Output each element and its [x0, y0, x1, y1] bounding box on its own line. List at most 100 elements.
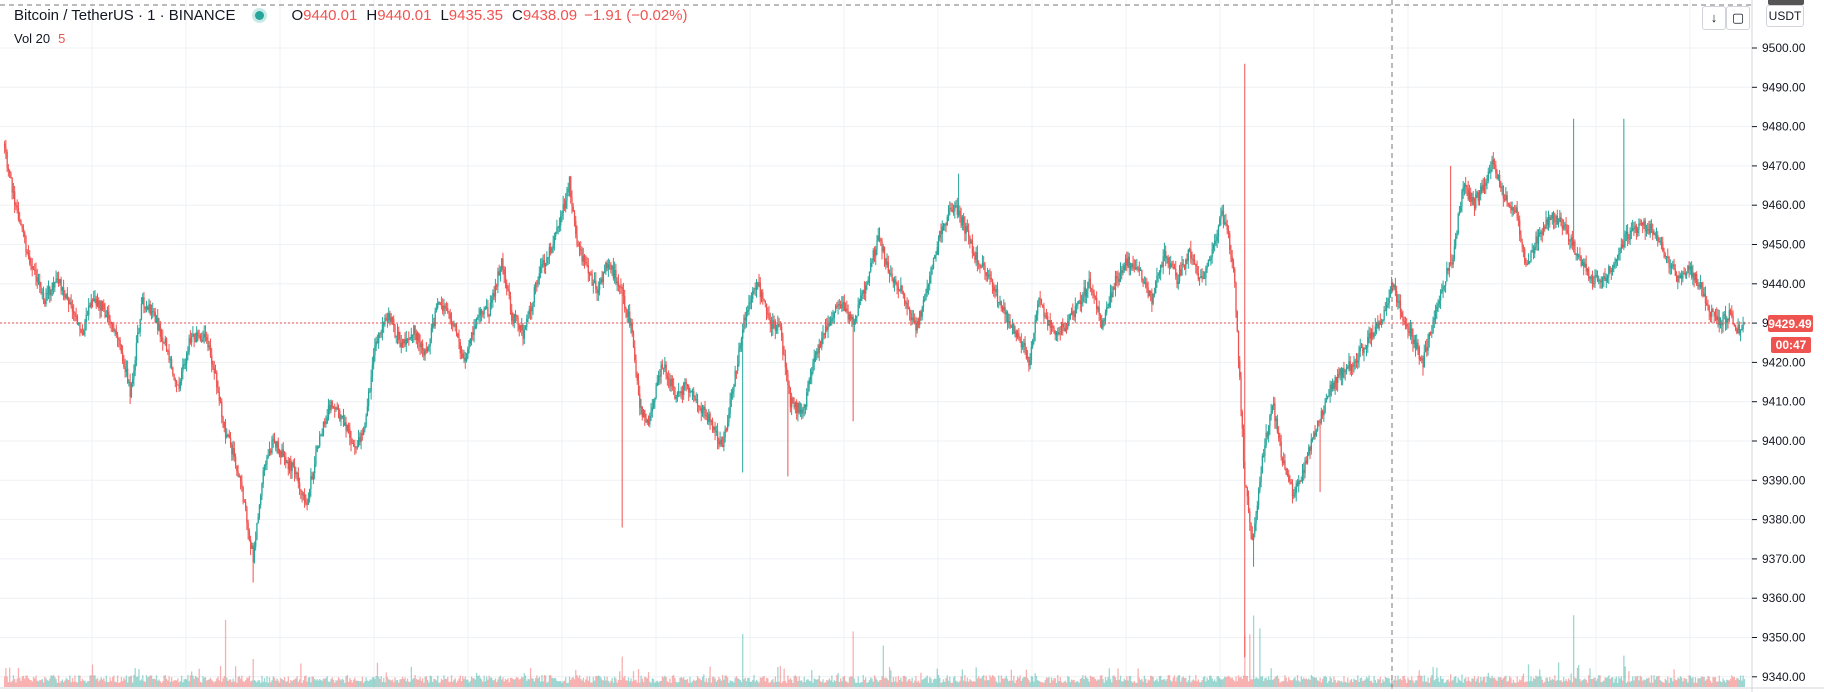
volume-bar	[1265, 677, 1267, 687]
candle-body	[1497, 174, 1500, 179]
volume-bar	[242, 680, 244, 687]
candle-body	[1546, 219, 1548, 225]
candle-body	[1632, 228, 1634, 231]
volume-bar	[645, 677, 647, 687]
candle-body	[690, 391, 692, 393]
candle-body	[1305, 460, 1307, 464]
volume-bar	[1732, 677, 1734, 687]
volume-bar	[715, 681, 718, 687]
volume-bar	[1714, 677, 1717, 687]
candle-body	[615, 270, 617, 284]
volume-bar	[403, 678, 405, 687]
volume-bar	[1498, 677, 1501, 687]
volume-bar	[1466, 681, 1468, 687]
candle-body	[610, 264, 612, 270]
candle-body	[784, 354, 787, 368]
candle-body	[649, 415, 651, 425]
volume-bar	[794, 675, 797, 687]
volume-bar	[400, 679, 402, 687]
volume-bar	[1338, 680, 1340, 687]
volume-bar	[173, 680, 175, 687]
candle-body	[404, 339, 406, 345]
volume-bar	[164, 675, 166, 687]
volume-bar	[1060, 681, 1063, 687]
volume-bar	[1308, 678, 1310, 687]
volume-bar	[370, 679, 372, 687]
volume-bar	[964, 675, 966, 687]
volume-bar	[1186, 682, 1188, 687]
candle-body	[945, 223, 947, 225]
price-axis-label: 9440.00	[1762, 277, 1806, 291]
volume-bar	[1226, 676, 1228, 687]
volume-bar	[1505, 675, 1507, 687]
candle-body	[1229, 233, 1231, 250]
candle-body	[339, 410, 341, 420]
download-arrow-icon[interactable]: ↓	[1702, 6, 1726, 30]
candle-body	[571, 197, 573, 207]
candle-body	[548, 247, 551, 258]
volume-legend[interactable]: Vol 20 5	[14, 31, 65, 46]
volume-bar	[423, 682, 425, 687]
candle-body	[420, 343, 423, 348]
candle-body	[1372, 332, 1374, 338]
candle-body	[1175, 268, 1177, 276]
candle-body	[1257, 491, 1260, 506]
volume-bar	[1733, 676, 1736, 687]
candle-body	[1421, 358, 1423, 360]
volume-bar	[1091, 676, 1093, 687]
candle-body	[177, 384, 179, 386]
candle-body	[346, 424, 348, 431]
candle-body	[674, 387, 676, 399]
candle-body	[335, 407, 337, 410]
candle-body	[189, 338, 192, 343]
candle-body	[223, 421, 225, 428]
candle-body	[35, 270, 37, 278]
candle-body	[1289, 481, 1291, 483]
currency-badge[interactable]: USDT	[1766, 5, 1804, 27]
candle-body	[1094, 296, 1097, 298]
volume-bar	[1638, 680, 1640, 687]
volume-bar	[994, 677, 996, 687]
candle-body	[529, 309, 532, 312]
candle-body	[76, 316, 79, 325]
candle-body	[214, 372, 217, 374]
volume-bar	[556, 680, 558, 687]
volume-bar	[724, 675, 726, 687]
candle-body	[167, 350, 169, 352]
volume-bar	[841, 681, 843, 687]
volume-bar	[1423, 675, 1425, 687]
volume-bar	[552, 678, 554, 687]
candle-body	[41, 292, 43, 294]
symbol-title[interactable]: Bitcoin / TetherUS · 1 · BINANCE	[14, 7, 236, 24]
volume-bar	[989, 675, 991, 687]
candle-body	[984, 265, 986, 273]
volume-bar	[809, 681, 812, 687]
candle-body	[603, 271, 606, 273]
volume-bar	[861, 682, 863, 687]
volume-bar	[1485, 682, 1487, 687]
candle-body	[686, 384, 689, 386]
volume-bar	[950, 682, 952, 687]
candle-body	[914, 320, 916, 324]
volume-bar	[587, 680, 589, 687]
volume-bar	[850, 676, 852, 687]
candle-body	[1028, 356, 1030, 366]
volume-bar	[37, 681, 40, 687]
volume-bar	[1155, 680, 1157, 687]
fullscreen-icon[interactable]: ▢	[1726, 6, 1750, 30]
volume-bar	[614, 676, 616, 687]
volume-bar	[576, 675, 578, 687]
volume-bar	[1251, 679, 1253, 687]
candle-body	[242, 487, 244, 502]
candle-body	[1611, 267, 1614, 273]
candle-body	[901, 285, 903, 293]
volume-bar	[371, 677, 374, 687]
volume-bar	[779, 665, 782, 687]
volume-bar	[30, 680, 32, 687]
candle-body	[272, 439, 274, 441]
volume-bar	[531, 677, 533, 687]
volume-bar	[464, 676, 466, 687]
volume-bar	[758, 682, 760, 687]
volume-bar	[986, 680, 989, 687]
